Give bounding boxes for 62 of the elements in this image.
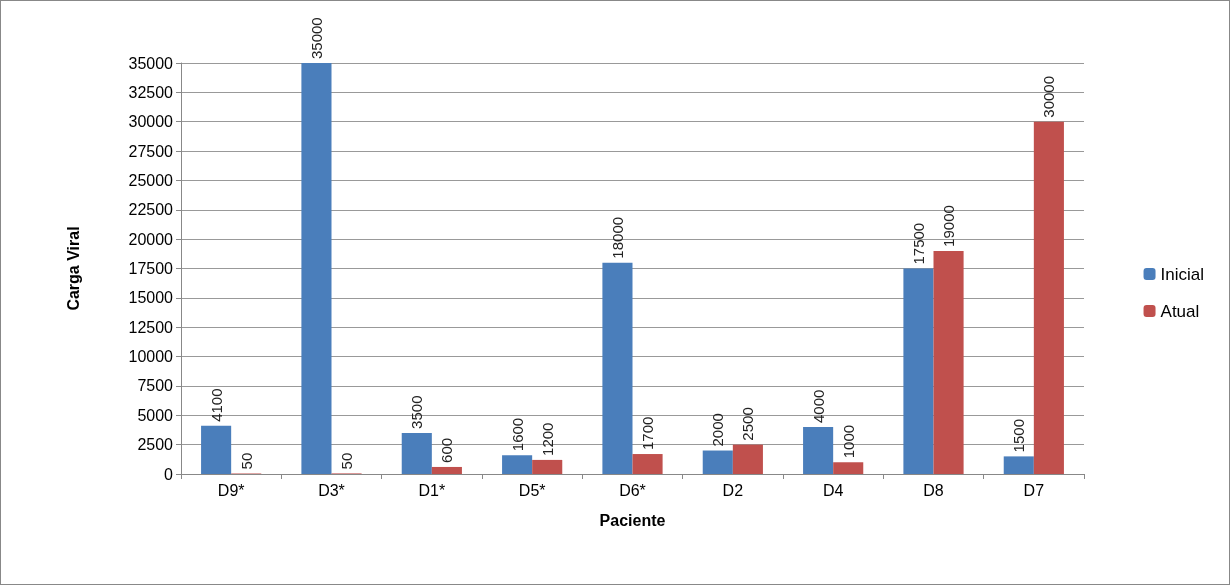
data-label: 35000 (307, 17, 325, 59)
bar (833, 462, 864, 474)
data-label: 17500 (909, 222, 927, 265)
y-tick-label: 15000 (128, 289, 174, 307)
data-label: 30000 (1040, 76, 1058, 118)
bar (602, 262, 633, 474)
data-label: 1500 (1010, 419, 1028, 453)
y-axis-title: Carga Viral (64, 226, 82, 311)
data-label: 2500 (739, 407, 757, 441)
bar (532, 459, 563, 474)
bar (803, 427, 834, 474)
data-label: 1700 (639, 416, 657, 451)
y-tick-label: 25000 (128, 171, 174, 189)
y-tick-label: 7500 (137, 377, 174, 395)
bar (702, 450, 733, 474)
legend-label: Inicial (1160, 264, 1205, 284)
y-tick-label: 10000 (128, 348, 174, 366)
data-label: 4100 (207, 388, 225, 422)
y-tick-label: 2500 (137, 436, 174, 454)
bar (301, 63, 332, 474)
data-label: 19000 (940, 205, 958, 247)
y-tick-label: 30000 (128, 113, 174, 131)
data-label: 50 (338, 452, 356, 470)
y-tick-label: 32500 (128, 83, 174, 101)
bar (431, 466, 462, 474)
y-tick-label: 17500 (128, 260, 174, 277)
bar (632, 454, 663, 474)
y-tick-label: 20000 (128, 230, 174, 248)
bar (201, 425, 232, 474)
y-tick-label: 0 (164, 465, 174, 483)
x-tick-label: D7 (1023, 481, 1045, 499)
bar (1033, 121, 1064, 474)
y-tick-label: 12500 (128, 318, 174, 336)
legend-label: Atual (1160, 301, 1200, 321)
data-label: 1000 (839, 424, 857, 459)
x-tick-label: D5* (518, 481, 546, 499)
data-label: 1600 (508, 417, 526, 452)
bar (903, 268, 934, 474)
y-tick-label: 22500 (128, 201, 174, 219)
data-label: 3500 (408, 395, 426, 429)
y-tick-label: 35000 (128, 54, 174, 72)
data-label: 2000 (709, 413, 727, 447)
bar (1003, 456, 1034, 474)
data-label: 4000 (809, 389, 827, 424)
bar (933, 250, 964, 474)
bar (502, 455, 533, 474)
x-tick-label: D6* (619, 481, 646, 499)
x-tick-label: D4 (822, 481, 844, 499)
x-tick-label: D3* (318, 481, 345, 499)
x-tick-label: D9* (217, 481, 245, 499)
bar (732, 444, 763, 474)
y-tick-label: 5000 (137, 406, 174, 424)
x-axis-title: Paciente (599, 511, 666, 529)
bar (401, 432, 432, 474)
data-label: 600 (438, 437, 456, 463)
data-label: 18000 (608, 216, 626, 259)
x-tick-label: D8 (923, 481, 944, 499)
x-tick-label: D1* (418, 481, 446, 499)
data-label: 1200 (538, 422, 556, 456)
x-tick-label: D2 (722, 481, 744, 499)
data-label: 50 (237, 452, 255, 470)
y-tick-label: 27500 (128, 142, 174, 160)
